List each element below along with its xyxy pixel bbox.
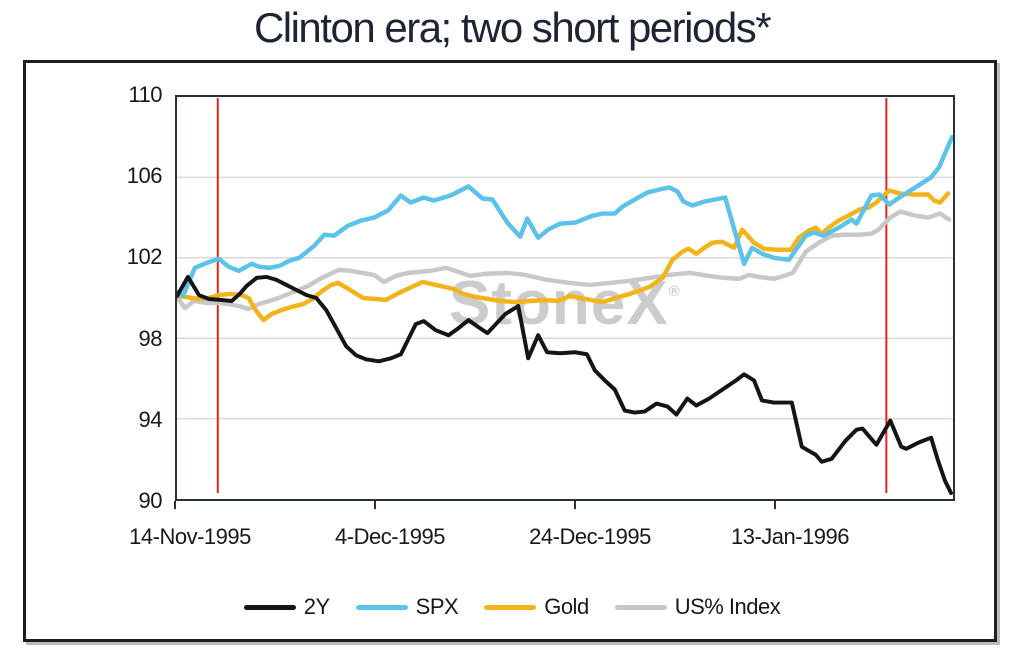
plot-area: StoneX® xyxy=(175,95,955,501)
series-line-gold xyxy=(177,188,951,323)
registered-trademark-icon: ® xyxy=(668,283,680,300)
legend-label: 2Y xyxy=(303,594,330,619)
y-axis-tick-label: 102 xyxy=(126,244,163,270)
legend-swatch xyxy=(484,604,537,610)
x-axis-tick-label: 14-Nov-1995 xyxy=(129,524,251,549)
y-axis-tick-label: 110 xyxy=(128,82,162,107)
legend-swatch xyxy=(355,604,408,610)
x-axis-tick-label: 24-Dec-1995 xyxy=(529,524,651,549)
legend-item-2y: 2Y xyxy=(243,594,330,620)
legend-label: US% Index xyxy=(674,594,781,619)
line-chart-canvas xyxy=(177,97,953,495)
x-axis-tick-label: 4-Dec-1995 xyxy=(335,524,445,549)
x-axis-tick-mark xyxy=(574,501,576,509)
y-axis-tick-label: 98 xyxy=(138,325,163,351)
legend-swatch xyxy=(614,604,667,610)
x-axis-tick-mark xyxy=(774,501,776,509)
legend-item-spx: SPX xyxy=(355,594,459,620)
series-line-spx xyxy=(177,134,953,299)
y-axis-tick-label: 106 xyxy=(126,163,163,189)
chart-legend: 2Y SPX Gold US% Index xyxy=(0,592,1024,622)
legend-swatch xyxy=(243,604,296,610)
legend-label: Gold xyxy=(544,594,589,619)
y-axis-tick-label: 90 xyxy=(138,488,163,513)
x-axis-tick-mark xyxy=(174,501,176,509)
legend-item-gold: Gold xyxy=(484,594,589,620)
legend-label: SPX xyxy=(415,594,459,619)
legend-item-us-index: US% Index xyxy=(614,594,781,620)
chart-title: Clinton era; two short periods* xyxy=(253,4,772,51)
x-axis-tick-mark xyxy=(374,501,376,509)
series-line-2y xyxy=(177,274,953,495)
y-axis-tick-label: 94 xyxy=(138,406,163,432)
x-axis-tick-label: 13-Jan-1996 xyxy=(730,524,850,549)
series-line-us-index xyxy=(177,209,952,312)
